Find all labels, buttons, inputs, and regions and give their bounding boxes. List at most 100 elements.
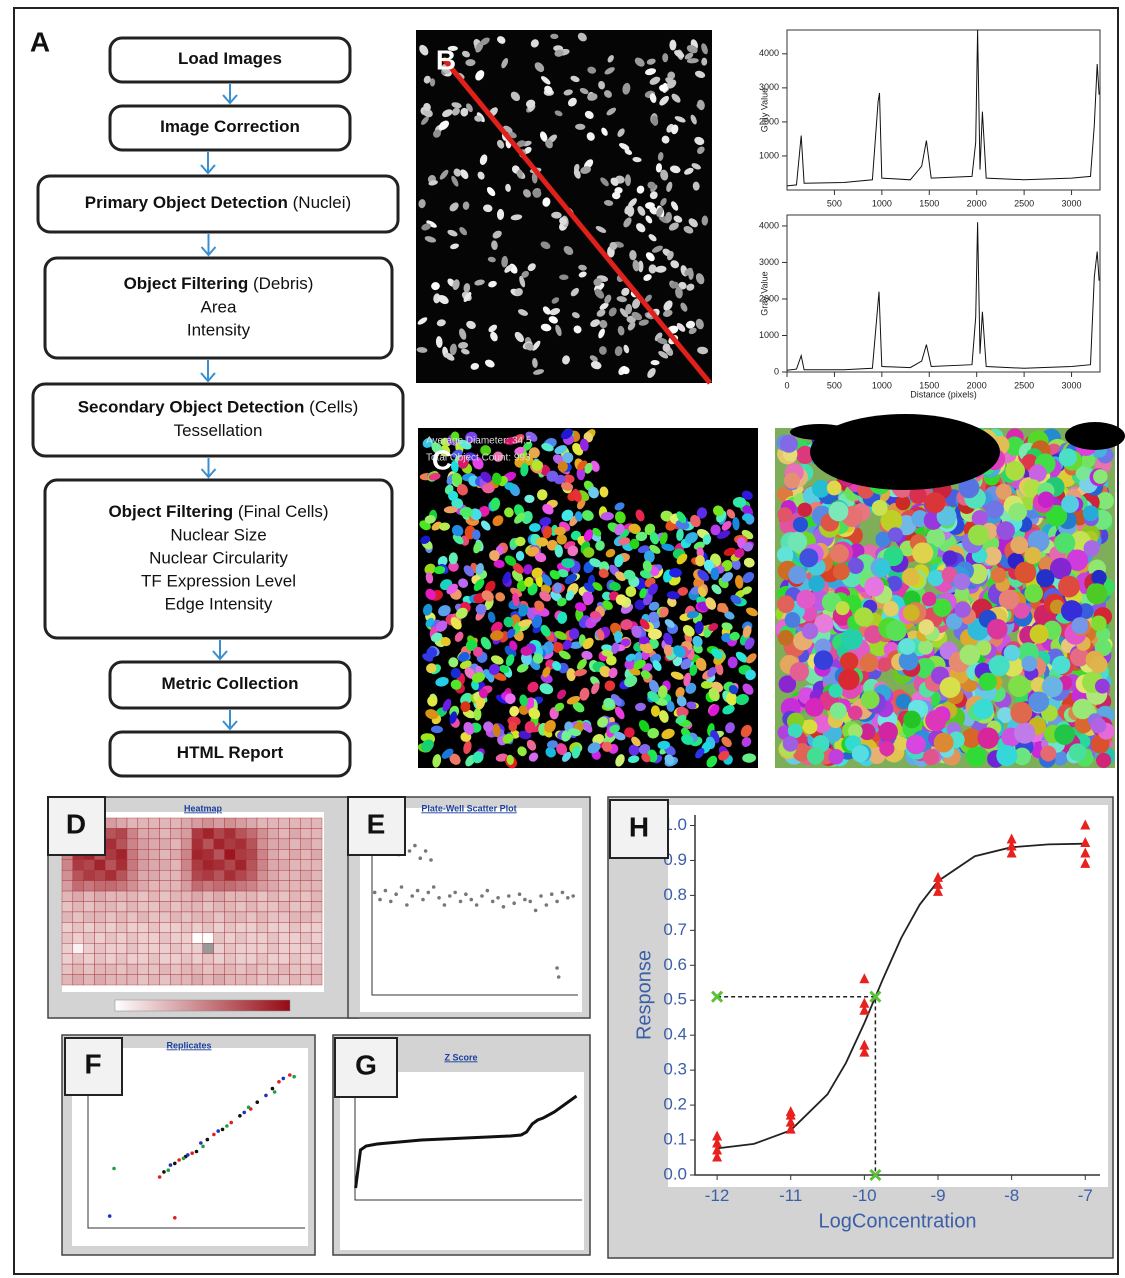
heatmap-cell (95, 860, 106, 870)
heatmap-cell (84, 975, 95, 985)
heatmap-cell (116, 964, 127, 974)
heatmap-cell (181, 870, 192, 880)
flow-title: Image Correction (160, 117, 300, 136)
y-tick-label: 1000 (759, 330, 779, 340)
heatmap-cell (257, 975, 268, 985)
heatmap-cell (192, 860, 203, 870)
heatmap-cell (290, 954, 301, 964)
data-point (201, 1145, 205, 1149)
heatmap-cell (203, 870, 214, 880)
y-tick-label: 0.2 (663, 1095, 687, 1114)
tessellation-cell (912, 542, 933, 563)
heatmap-cell (311, 912, 322, 922)
heatmap-cell (160, 818, 171, 828)
tessellation-cell (902, 568, 920, 586)
tessellation-cell (828, 749, 843, 764)
heatmap-cell (73, 933, 84, 943)
heatmap-cell (127, 922, 138, 932)
tessellation-cell (1036, 569, 1054, 587)
heatmap-cell (290, 849, 301, 859)
color-scale (115, 1000, 290, 1011)
x-tick-label: 1000 (872, 380, 892, 390)
tessellation-cell (1038, 492, 1054, 508)
heatmap-cell (257, 839, 268, 849)
tessellation-cell (903, 711, 921, 729)
flow-title: Metric Collection (162, 674, 299, 693)
data-point (507, 894, 511, 898)
heatmap-cell (192, 912, 203, 922)
heatmap-cell (127, 964, 138, 974)
heatmap-cell (116, 912, 127, 922)
heatmap-cell (127, 860, 138, 870)
data-point (571, 894, 575, 898)
heatmap-cell (235, 891, 246, 901)
heatmap-cell (73, 902, 84, 912)
heatmap-cell (138, 943, 149, 953)
heatmap-cell (192, 839, 203, 849)
data-point (464, 892, 468, 896)
heatmap-cell (279, 943, 290, 953)
heatmap-cell (300, 943, 311, 953)
heatmap-cell (170, 912, 181, 922)
data-point (427, 891, 431, 895)
data-point (288, 1073, 292, 1077)
heatmap-cell (214, 839, 225, 849)
heatmap-cell (268, 828, 279, 838)
heatmap-cell (84, 902, 95, 912)
heatmap-cell (192, 954, 203, 964)
heatmap-cell (246, 943, 257, 953)
heatmap-cell (116, 860, 127, 870)
y-tick-label: 1000 (759, 150, 779, 160)
flow-title: Primary Object Detection (Nuclei) (85, 193, 351, 212)
data-point (475, 903, 479, 907)
tessellation-cell (1054, 724, 1075, 745)
tessellation-cell (1069, 743, 1087, 761)
heatmap-cell (170, 870, 181, 880)
heatmap-cell (181, 839, 192, 849)
data-point (453, 891, 457, 895)
heatmap-cell (170, 818, 181, 828)
tessellation-cell (803, 720, 818, 735)
heatmap-cell (105, 943, 116, 953)
heatmap-cell (149, 902, 160, 912)
tessellation-cell (777, 595, 795, 613)
heatmap-cell (192, 964, 203, 974)
heatmap-cell (279, 849, 290, 859)
tessellation-cell (1091, 616, 1107, 632)
heatmap-cell (257, 881, 268, 891)
heatmap-cell (214, 828, 225, 838)
data-point (373, 891, 377, 895)
heatmap-cell (311, 943, 322, 953)
heatmap-cell (246, 933, 257, 943)
heatmap-cell (214, 849, 225, 859)
heatmap-cell (138, 975, 149, 985)
heatmap-cell (116, 943, 127, 953)
tessellation-cell (960, 645, 981, 666)
x-tick-label: 3000 (1062, 198, 1082, 208)
heatmap-cell (73, 912, 84, 922)
heatmap-cell (181, 891, 192, 901)
tessellation-cell (798, 503, 812, 517)
data-point (394, 892, 398, 896)
heatmap-cell (257, 922, 268, 932)
data-point (384, 889, 388, 893)
heatmap-cell (279, 975, 290, 985)
heatmap-cell (235, 933, 246, 943)
heatmap-cell (225, 964, 236, 974)
panel-label: E (367, 808, 386, 839)
heatmap-cell (311, 849, 322, 859)
data-point (413, 844, 417, 848)
heatmap-cell (246, 870, 257, 880)
tessellation-cell (854, 607, 873, 626)
panel-title: Replicates (166, 1040, 211, 1050)
heatmap-cell (246, 954, 257, 964)
data-point (221, 1128, 225, 1132)
x-tick-label: 1000 (872, 198, 892, 208)
heatmap-cell (192, 891, 203, 901)
heatmap-cell (73, 860, 84, 870)
data-point (424, 849, 428, 853)
heatmap-cell (105, 860, 116, 870)
figure: Load ImagesImage CorrectionPrimary Objec… (0, 0, 1125, 1278)
heatmap-cell (181, 849, 192, 859)
heatmap-cell (268, 891, 279, 901)
